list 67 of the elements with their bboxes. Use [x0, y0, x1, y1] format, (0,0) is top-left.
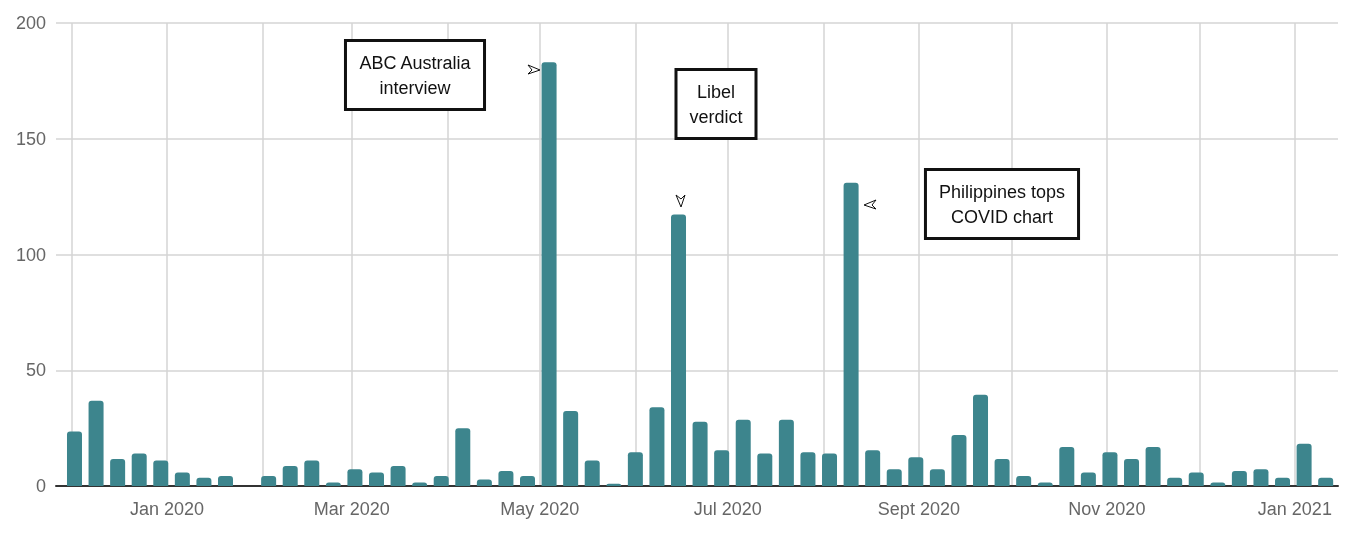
bar	[390, 466, 406, 486]
bar	[800, 452, 816, 486]
bar	[886, 469, 902, 486]
bar	[218, 476, 233, 486]
x-tick-label: Mar 2020	[313, 499, 390, 519]
bar	[994, 458, 1010, 486]
bar	[973, 394, 989, 486]
bar	[520, 476, 535, 486]
bar	[627, 452, 643, 486]
bar	[433, 476, 449, 486]
bar	[692, 421, 708, 486]
x-tick-label: Sept 2020	[877, 499, 960, 519]
x-tick-label: May 2020	[500, 499, 580, 519]
bar	[1059, 447, 1075, 486]
bar	[951, 435, 967, 486]
bar	[1275, 477, 1291, 486]
bar	[498, 470, 514, 486]
bar	[563, 410, 579, 486]
bar	[1016, 476, 1032, 486]
bar	[174, 472, 190, 486]
y-tick-label: 150	[15, 128, 46, 149]
bar	[66, 431, 82, 486]
bar	[1124, 458, 1140, 486]
bar	[671, 214, 687, 486]
x-tick-label: Jul 2020	[693, 499, 762, 519]
bar	[304, 460, 320, 486]
y-tick-label: 200	[15, 13, 46, 33]
bar	[1231, 470, 1247, 486]
bar	[1188, 472, 1204, 486]
annotation: Philippines tops COVID chart	[938, 181, 1066, 227]
bar	[908, 457, 924, 486]
bar	[1080, 472, 1096, 486]
bar	[1296, 443, 1312, 486]
bar	[455, 428, 471, 486]
y-tick-label: 50	[25, 360, 46, 381]
bar	[649, 407, 665, 486]
bar	[1318, 477, 1334, 486]
bar	[153, 460, 169, 486]
annotation: ABC Australia interview	[359, 52, 472, 98]
bar	[865, 450, 881, 486]
bar	[347, 469, 363, 486]
y-tick-label: 100	[15, 244, 46, 265]
bar	[1167, 477, 1183, 486]
bar	[1145, 447, 1161, 486]
bar	[282, 466, 298, 486]
bar	[843, 182, 859, 486]
bar	[714, 450, 730, 486]
bar	[929, 469, 945, 486]
bar	[735, 419, 751, 486]
bar	[584, 460, 600, 486]
x-tick-label: Jan 2020	[129, 499, 204, 519]
x-tick-label: Nov 2020	[1068, 499, 1146, 519]
y-tick-label: 0	[35, 476, 46, 496]
bar	[778, 419, 794, 486]
bar	[1253, 469, 1269, 486]
bar	[541, 62, 557, 486]
bar	[88, 400, 104, 486]
annotation: Libel verdict	[689, 81, 743, 127]
bar	[757, 453, 773, 486]
bar	[261, 476, 277, 486]
bar	[131, 453, 147, 486]
bar	[822, 453, 838, 486]
x-tick-label: Jan 2021	[1257, 499, 1332, 519]
bar	[196, 477, 212, 486]
bar	[110, 458, 126, 486]
bar	[369, 472, 384, 486]
bar	[1102, 452, 1118, 486]
